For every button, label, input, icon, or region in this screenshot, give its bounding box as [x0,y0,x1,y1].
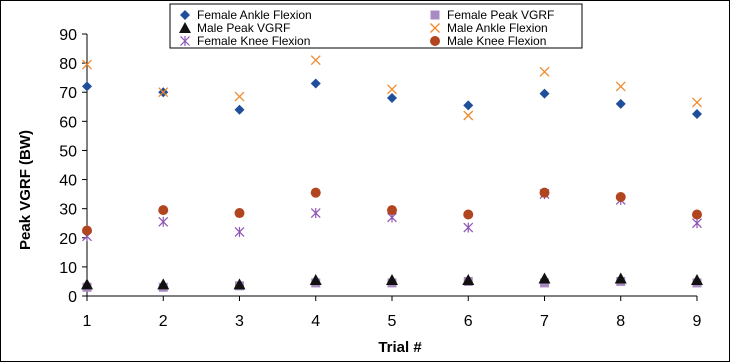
legend-label: Male Knee Flexion [447,34,546,48]
data-point [463,110,474,121]
data-point [82,225,92,236]
data-point [158,87,169,98]
legend-marker [430,36,440,46]
legend-item: Male Peak VGRF [179,21,290,35]
legend-marker [180,10,190,20]
data-point [692,109,702,120]
legend-label: Female Ankle Flexion [197,8,312,22]
y-tick-label: 0 [68,289,77,306]
legend-marker [180,36,190,46]
data-point [82,81,92,92]
data-point [538,272,551,284]
legend-item: Female Knee Flexion [180,34,310,48]
x-tick-label: 8 [616,313,625,330]
y-tick-label: 10 [59,260,77,277]
series-male-peak-vgrf [81,272,703,290]
data-point [539,66,550,77]
y-axis-title: Peak VGRF (BW) [17,130,34,250]
data-point [463,100,474,111]
data-point [615,98,626,109]
data-point [387,205,397,216]
x-tick-label: 5 [388,313,397,330]
data-point [158,205,169,216]
data-point [157,278,170,290]
data-point [234,91,245,102]
y-tick-label: 30 [59,202,77,219]
data-point [234,208,245,219]
legend-label: Female Knee Flexion [197,34,310,48]
legend-marker [430,23,440,33]
data-point [692,97,702,108]
data-point [82,59,92,70]
data-point [387,84,397,95]
legend-item: Male Knee Flexion [430,34,546,48]
y-tick-label: 90 [59,27,77,44]
y-tick-label: 20 [59,231,77,248]
data-point [692,209,702,220]
data-point [310,55,321,66]
y-tick-label: 40 [59,173,77,190]
data-point [614,272,627,284]
legend-item: Female Ankle Flexion [180,8,312,22]
x-tick-label: 7 [540,313,549,330]
data-point [539,187,550,198]
data-point [463,222,474,233]
data-point [387,93,397,104]
series-male-knee-flexion [82,187,702,236]
x-tick-label: 2 [159,313,168,330]
y-tick-label: 70 [59,85,77,102]
legend-box [169,3,583,49]
data-point [233,278,246,290]
legend-marker [179,22,191,33]
legend-marker [430,10,440,20]
data-point [234,226,245,237]
data-point [692,218,702,229]
data-point [309,273,322,285]
x-tick-label: 4 [311,313,320,330]
y-tick-label: 80 [59,56,77,73]
y-tick-label: 50 [59,143,77,160]
x-axis-title: Trial # [378,339,422,356]
data-point [234,104,245,115]
y-tick-label: 60 [59,114,77,131]
data-point [463,209,474,220]
legend-label: Male Peak VGRF [197,21,290,35]
data-point [462,273,475,285]
legend-item: Female Peak VGRF [430,8,554,22]
x-tick-label: 6 [464,313,473,330]
data-point [615,192,626,203]
data-point [539,88,550,99]
data-point [158,216,169,227]
series-female-knee-flexion [82,189,702,242]
x-tick-label: 3 [235,313,244,330]
data-point [310,208,321,219]
series-male-ankle-flexion [82,55,702,121]
data-point [386,273,398,285]
data-point [615,81,626,92]
data-point [81,278,93,290]
legend-label: Male Ankle Flexion [447,21,548,35]
data-point [310,78,321,89]
data-point [310,187,321,198]
legend-item: Male Ankle Flexion [430,21,548,35]
legend-label: Female Peak VGRF [447,8,554,22]
data-point [691,273,703,285]
x-tick-label: 9 [693,313,702,330]
x-tick-label: 1 [83,313,92,330]
